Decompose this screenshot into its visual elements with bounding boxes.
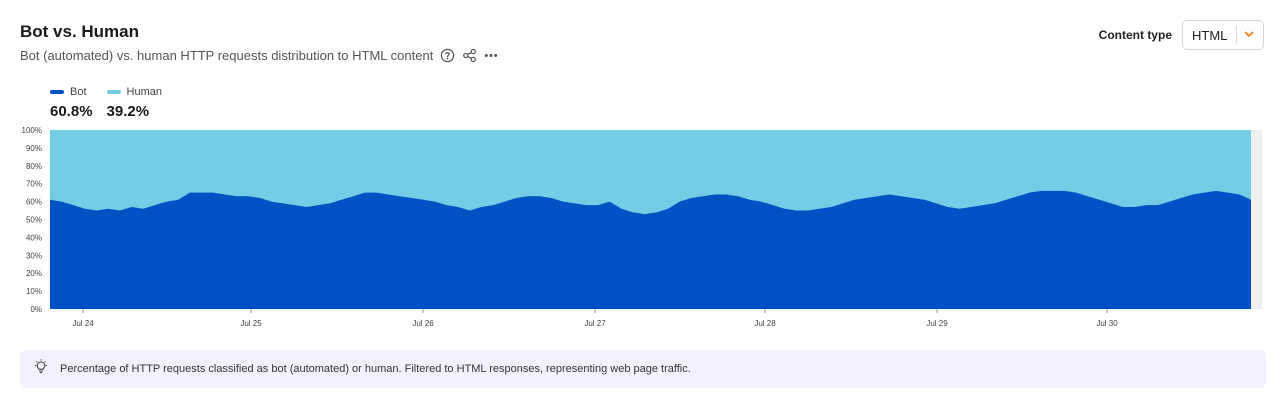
series-area-bot <box>50 190 1251 309</box>
share-icon[interactable] <box>461 47 477 63</box>
x-tick-label: Jul 30 <box>1096 319 1118 328</box>
chart-legend: Bot 60.8% Human 39.2% <box>50 86 162 120</box>
chart-title: Bot vs. Human <box>20 22 140 41</box>
y-tick-label: 50% <box>26 216 42 225</box>
content-type-label: Content type <box>1098 28 1172 42</box>
y-tick-label: 80% <box>26 162 42 171</box>
info-note-text: Percentage of HTTP requests classified a… <box>60 363 691 375</box>
y-tick-label: 90% <box>26 144 42 153</box>
x-tick-label: Jul 24 <box>72 319 94 328</box>
x-tick-label: Jul 27 <box>584 319 606 328</box>
content-type-value: HTML <box>1192 27 1228 43</box>
plot-right-panel <box>1251 130 1262 309</box>
subtitle-row: Bot (automated) vs. human HTTP requests … <box>20 47 499 63</box>
legend-swatch-human <box>106 90 121 94</box>
chart-subtitle: Bot (automated) vs. human HTTP requests … <box>20 47 434 63</box>
x-tick-label: Jul 28 <box>754 319 776 328</box>
help-circle-icon[interactable] <box>439 47 455 63</box>
lightbulb-icon <box>34 358 48 380</box>
y-tick-label: 20% <box>26 269 42 278</box>
x-tick-label: Jul 25 <box>240 319 262 328</box>
select-divider <box>1236 26 1237 44</box>
legend-swatch-bot <box>50 90 64 94</box>
legend-item-human[interactable]: Human 39.2% <box>106 86 163 120</box>
y-tick-label: 70% <box>26 180 42 189</box>
y-tick-label: 100% <box>22 126 42 135</box>
legend-item-bot[interactable]: Bot 60.8% <box>50 86 93 120</box>
y-tick-label: 60% <box>26 198 42 207</box>
x-tick-label: Jul 29 <box>926 319 948 328</box>
legend-label-human: Human <box>126 86 163 98</box>
legend-label-bot: Bot <box>70 86 87 98</box>
stacked-area-chart[interactable]: 0% 10% 20% 30% 40% 50% 60% 70% 80% 90% 100% Jul 24 J… <box>0 120 1280 335</box>
y-tick-label: 40% <box>26 233 42 242</box>
chevron-down-icon <box>1243 28 1255 43</box>
content-type-select[interactable]: HTML <box>1182 20 1264 50</box>
info-note: Percentage of HTTP requests classified a… <box>20 350 1266 388</box>
legend-value-bot: 60.8% <box>50 103 93 120</box>
more-icon[interactable] <box>483 47 499 63</box>
y-tick-label: 0% <box>30 305 42 314</box>
y-tick-label: 30% <box>26 251 42 260</box>
legend-value-human: 39.2% <box>106 103 150 120</box>
chart-hover-layer[interactable] <box>50 130 1251 309</box>
y-tick-label: 10% <box>26 287 42 296</box>
content-type-control: Content type HTML <box>1099 20 1264 50</box>
x-tick-label: Jul 26 <box>412 319 434 328</box>
